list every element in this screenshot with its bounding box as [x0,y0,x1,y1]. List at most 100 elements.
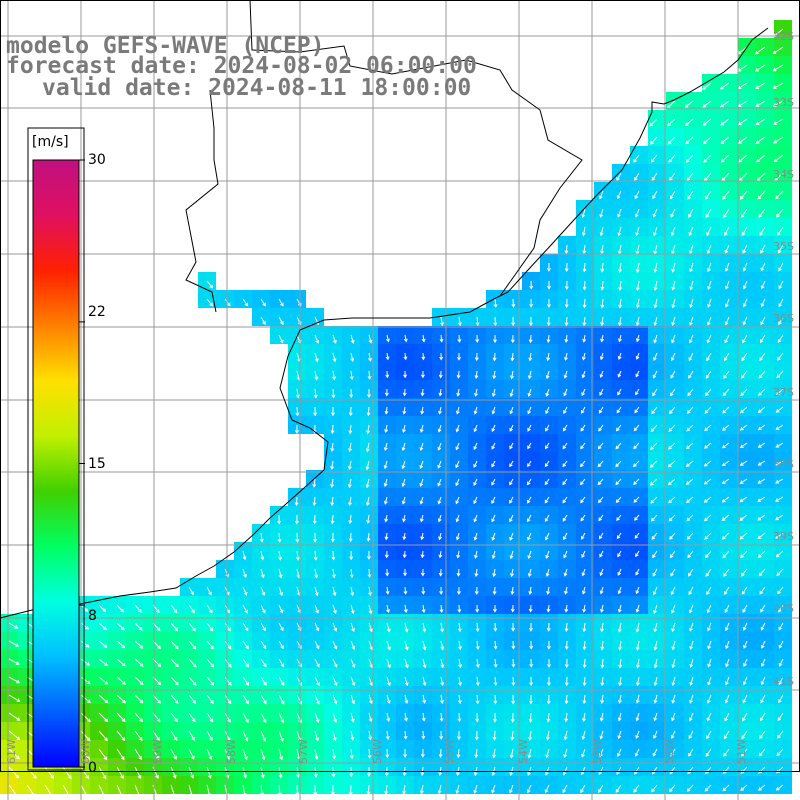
wind-arrow-head [421,356,426,361]
wind-arrow-head [652,213,657,218]
wind-arrow-head [280,663,285,668]
wind-arrow-head [207,793,212,798]
wind-arrow-head [313,412,318,417]
wind-arrow-head [277,792,282,797]
wind-arrow-head [772,103,777,107]
wind-arrow-head [104,680,109,685]
wind-arrow-head [760,285,765,290]
wind-arrow-head [755,103,760,107]
wind-arrow-head [437,790,442,795]
wind-arrow [438,442,442,451]
wind-arrow [206,676,214,686]
wind-arrow-head [386,717,391,722]
wind-arrow-head [527,427,531,432]
wind-arrow [724,334,730,343]
wind-arrow [756,136,766,144]
wind-arrow-head [581,410,585,414]
wind-arrow-head [491,463,495,468]
wind-arrow [722,442,730,449]
wind-arrow-head [440,664,445,669]
wind-arrow [242,712,249,723]
wind-arrow-head [348,430,353,435]
wind-arrow-head [652,752,657,757]
wind-arrow-head [758,374,763,379]
wind-arrow-head [437,482,442,487]
wind-arrow [775,532,784,539]
wind-arrow-head [687,554,691,559]
wind-arrow [740,190,748,200]
wind-arrow-head [582,322,587,327]
wind-arrow-head [775,498,779,502]
wind-arrow-head [774,177,779,181]
wind-arrow-head [369,682,374,687]
wind-arrow [80,730,91,741]
lat-label: 33S [773,96,794,109]
wind-arrow [546,748,550,758]
wind-arrow [601,658,604,668]
wind-arrow [188,676,197,686]
wind-arrow [494,316,497,326]
wind-arrow-head [704,787,709,792]
wind-arrow [580,442,586,449]
wind-arrow [438,514,442,522]
wind-arrow [618,352,622,360]
wind-arrow-head [527,771,531,776]
wind-arrow-head [475,682,480,687]
wind-arrow [350,568,353,578]
wind-arrow [619,676,622,686]
wind-arrow [760,244,766,254]
wind-arrow-head [456,591,461,595]
wind-arrow [582,226,586,236]
wind-arrow-head [103,756,108,761]
wind-arrow-head [598,499,602,504]
wind-arrow-head [456,392,461,397]
wind-arrow-head [652,374,657,379]
wind-arrow-head [702,140,707,145]
wind-arrow [756,172,766,181]
wind-arrow-head [775,195,779,200]
wind-arrow-head [688,250,693,255]
wind-arrow [740,388,748,396]
wind-arrow [669,784,676,792]
wind-arrow-head [139,699,144,704]
wind-arrow [704,514,712,521]
wind-arrow-head [209,609,213,614]
wind-arrow-head [668,158,673,163]
wind-arrow-head [599,553,603,558]
wind-arrow-head [402,790,406,795]
wind-arrow-head [331,773,336,778]
wind-arrow [332,748,336,759]
wind-arrow [260,550,264,560]
wind-arrow-head [15,661,20,665]
wind-arrow-head [653,646,658,651]
wind-arrow-head [739,444,744,448]
wind-arrow [669,532,676,540]
wind-arrow [636,352,640,360]
wind-arrow [669,172,676,181]
wind-arrow [350,370,353,380]
wind-arrow-head [368,592,372,597]
wind-arrow [773,64,784,72]
wind-arrow [350,694,355,704]
wind-arrow [438,784,442,794]
wind-arrow [760,316,766,325]
wind-arrow [564,352,568,361]
colorbar-unit: [m/s] [32,134,69,150]
wind-arrow-head [32,793,36,798]
wind-arrow [547,334,550,343]
wind-arrow-head [721,462,726,467]
wind-arrow [600,226,604,236]
wind-arrow [242,622,249,631]
wind-arrow-head [529,304,534,308]
wind-arrow-head [332,737,337,742]
wind-arrow-head [349,773,354,778]
wind-arrow-head [670,735,675,740]
wind-arrow-head [739,426,744,431]
wind-arrow-head [137,794,141,798]
wind-arrow [707,244,712,254]
wind-arrow [368,352,371,361]
wind-arrow [757,514,766,521]
wind-arrow-head [653,682,658,687]
wind-arrow-head [156,718,161,723]
wind-arrow-head [615,445,620,450]
